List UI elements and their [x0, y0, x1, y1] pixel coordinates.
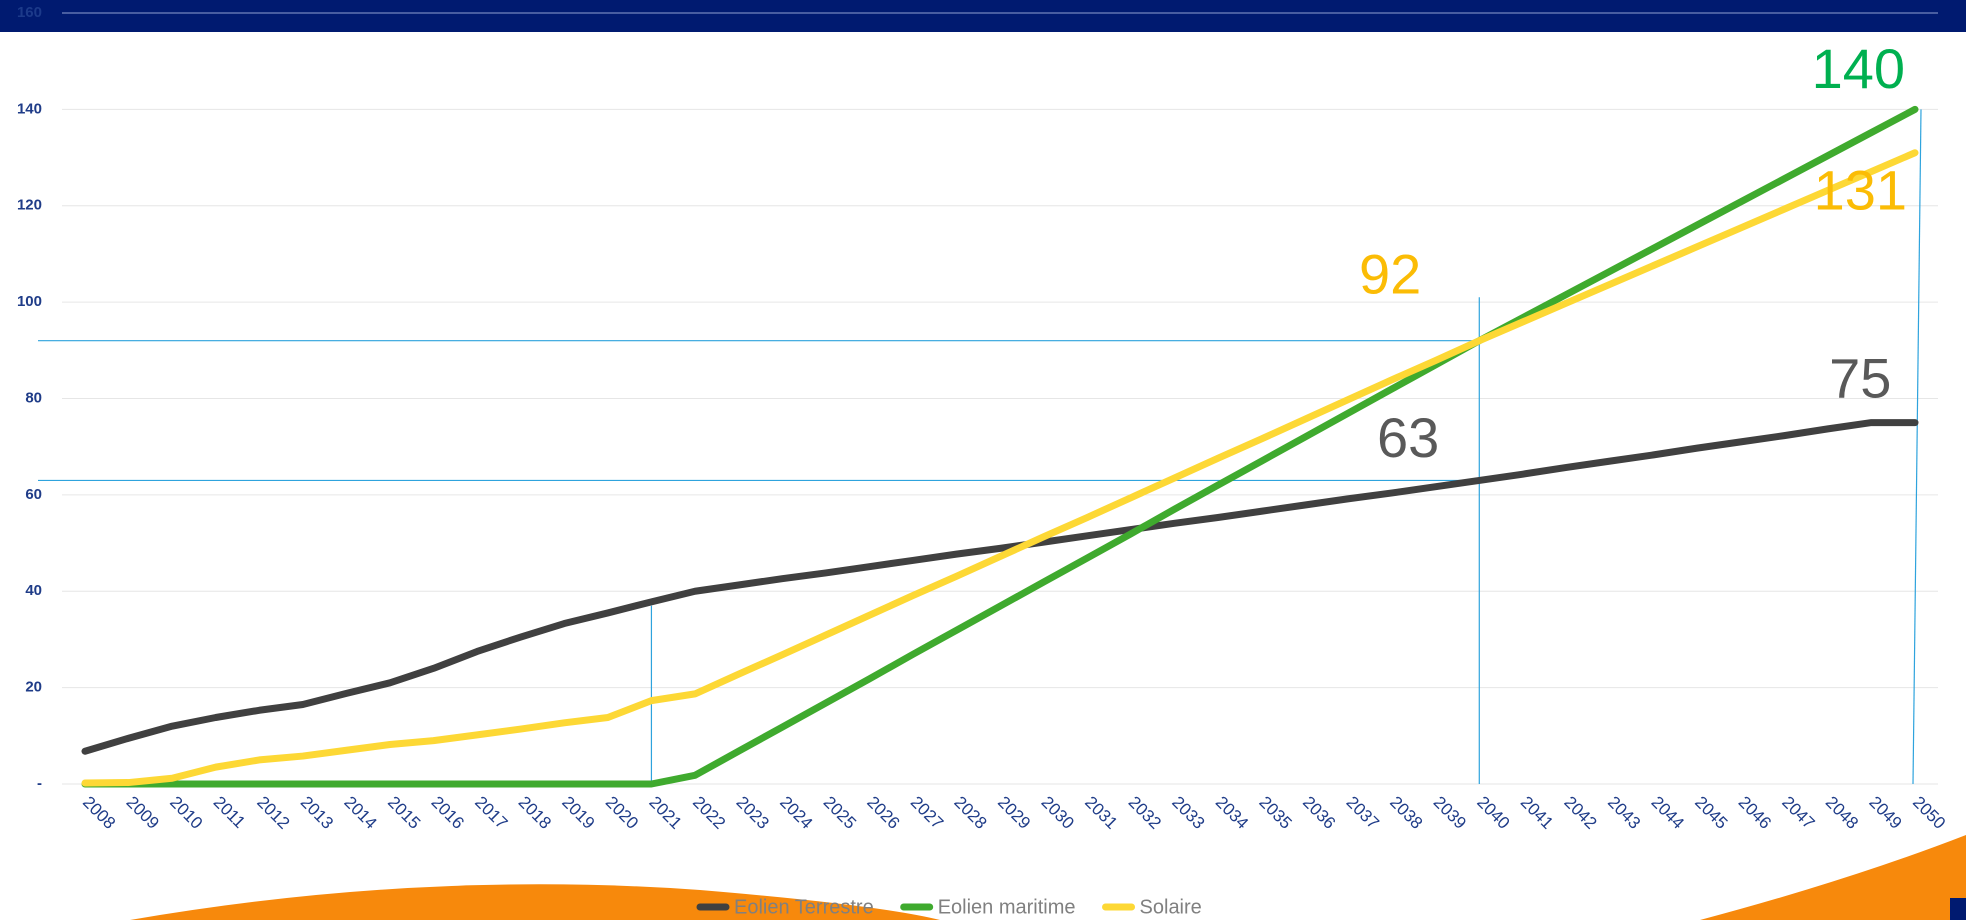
x-tick-label: 2043: [1604, 793, 1644, 833]
annotation: 140: [1812, 37, 1905, 100]
x-tick-label: 2044: [1648, 793, 1688, 833]
y-tick-label: 140: [17, 100, 42, 117]
x-tick-label: 2042: [1560, 793, 1600, 833]
x-tick-label: 2011: [210, 793, 249, 832]
x-tick-label: 2012: [253, 793, 293, 833]
series-line: [81, 105, 1919, 788]
x-tick-label: 2037: [1343, 793, 1383, 833]
y-tick-label: 20: [25, 679, 42, 696]
x-tick-label: 2032: [1125, 793, 1165, 833]
x-tick-label: 2024: [776, 793, 816, 833]
x-tick-label: 2020: [602, 793, 642, 833]
annotation: 92: [1359, 242, 1421, 305]
series-line: [81, 149, 1919, 787]
x-tick-label: 2021: [645, 793, 685, 833]
x-tick-label: 2019: [558, 793, 598, 833]
guide-line: [1912, 109, 1922, 785]
x-tick-label: 2026: [863, 793, 903, 833]
series-line: [81, 419, 1919, 755]
x-tick-label: 2017: [471, 793, 511, 833]
x-tick-label: 2047: [1778, 793, 1818, 833]
x-tick-label: 2031: [1081, 793, 1121, 833]
x-tick-label: 2039: [1430, 793, 1470, 833]
decor-swoosh: [1700, 835, 1966, 920]
x-tick-label: 2028: [950, 793, 990, 833]
x-tick-label: 2033: [1168, 793, 1208, 833]
annotation: 131: [1814, 159, 1907, 222]
x-tick-label: 2049: [1865, 793, 1905, 833]
y-tick-label: 120: [17, 197, 42, 214]
x-tick-label: 2035: [1255, 793, 1295, 833]
x-tick-label: 2015: [384, 793, 424, 833]
x-tick-label: 2022: [689, 793, 729, 833]
decor-swoosh: [130, 884, 940, 920]
x-tick-label: 2030: [1038, 793, 1078, 833]
x-tick-label: 2010: [166, 793, 206, 833]
y-tick-label: 160: [17, 4, 42, 21]
y-tick-label: 60: [25, 486, 42, 503]
annotation: 63: [1377, 406, 1439, 469]
x-tick-label: 2025: [820, 793, 860, 833]
annotation: 75: [1829, 346, 1891, 409]
x-tick-label: 2016: [428, 793, 468, 833]
x-tick-label: 2050: [1909, 793, 1949, 833]
x-tick-label: 2023: [733, 793, 773, 833]
x-tick-label: 2040: [1473, 793, 1513, 833]
x-tick-label: 2045: [1691, 793, 1731, 833]
x-tick-label: 2009: [123, 793, 163, 833]
legend-label: Eolien maritime: [938, 896, 1076, 918]
y-tick-label: 80: [25, 389, 42, 406]
decor-block: [1950, 898, 1966, 920]
y-tick-label: -: [37, 775, 42, 792]
x-tick-label: 2041: [1517, 793, 1557, 833]
x-tick-label: 2013: [297, 793, 337, 833]
x-tick-label: 2048: [1822, 793, 1862, 833]
x-tick-label: 2038: [1386, 793, 1426, 833]
header-bar: [0, 0, 1966, 32]
y-tick-label: 40: [25, 582, 42, 599]
x-tick-label: 2027: [907, 793, 947, 833]
x-tick-label: 2018: [515, 793, 555, 833]
legend-label: Solaire: [1140, 896, 1202, 918]
x-tick-label: 2046: [1735, 793, 1775, 833]
x-tick-label: 2034: [1212, 793, 1252, 833]
y-tick-label: 100: [17, 293, 42, 310]
x-tick-label: 2014: [340, 793, 380, 833]
legend-label: Eolien Terrestre: [734, 896, 874, 918]
x-tick-label: 2036: [1299, 793, 1339, 833]
x-tick-label: 2008: [79, 793, 119, 833]
x-tick-label: 2029: [994, 793, 1034, 833]
